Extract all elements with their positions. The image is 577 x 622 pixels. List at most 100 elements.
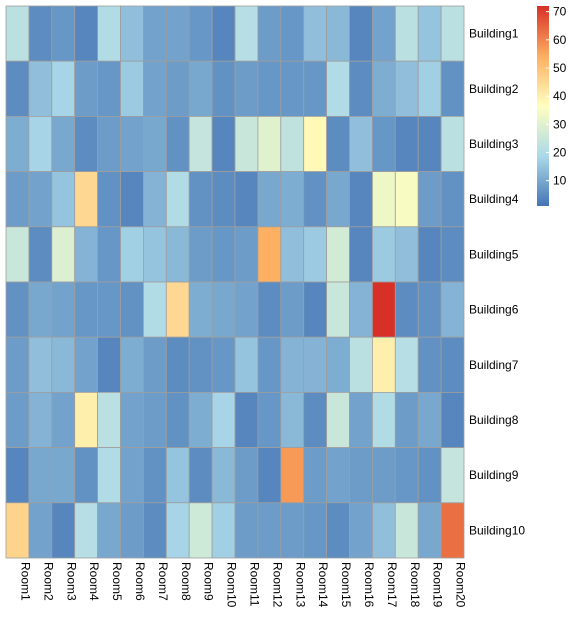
heatmap-cell [394,447,419,504]
heatmap-cell [326,336,350,393]
heatmap-cell [371,116,396,173]
heatmap-cell [394,171,419,228]
heatmap-cell [120,171,144,228]
heatmap-cell [97,5,121,62]
heatmap-cell [74,447,98,504]
heatmap-cell [97,60,121,117]
heatmap-cell [51,226,76,283]
heatmap-cell [371,391,396,448]
heatmap-cell [28,171,53,228]
heatmap-cell [417,5,442,62]
heatmap-cell [234,60,259,117]
heatmap-cell [417,171,442,228]
heatmap-cell [5,391,30,448]
heatmap-cell [257,60,282,117]
heatmap-cell [188,5,213,62]
heatmap-cell [257,116,282,173]
row-label: Building9 [469,468,519,482]
heatmap-cell [257,336,282,393]
heatmap-cell [97,281,121,338]
heatmap-cell [417,502,442,559]
heatmap-cell [234,502,259,559]
heatmap-cell [211,60,236,117]
heatmap-cell [371,502,396,559]
heatmap-cell [165,336,190,393]
heatmap-cell [120,60,144,117]
heatmap-cell [74,281,98,338]
heatmap-cell [51,5,76,62]
heatmap-cell [371,447,396,504]
heatmap-cell [165,447,190,504]
heatmap-cell [142,171,167,228]
heatmap-cell [74,226,98,283]
heatmap-cell [97,391,121,448]
heatmap-cell [280,281,305,338]
legend-ticks: 10 20 30 40 50 60 70 [546,5,567,188]
heatmap-cell [51,447,76,504]
heatmap-cell [74,391,98,448]
heatmap-cell [211,116,236,173]
color-legend: 10 20 30 40 50 60 70 [537,5,567,206]
heatmap-cell [303,116,328,173]
column-labels: Room1 Room2 Room3 Room4 Room5 Room6 Room7 Room8… [18,562,467,608]
row-label: Building7 [469,358,519,372]
heatmap-cell [188,60,213,117]
column-label: Room1 [18,562,32,601]
heatmap-cell [417,116,442,173]
heatmap-cell [280,5,305,62]
heatmap-cell [371,281,396,338]
heatmap-cell [74,60,98,117]
heatmap-cell [303,226,328,283]
heatmap-cell [326,60,350,117]
row-label: Building10 [469,523,525,537]
heatmap-cell [5,447,30,504]
heatmap-cell [394,5,419,62]
heatmap-cell [234,447,259,504]
heatmap-cell [234,5,259,62]
heatmap-cell [326,171,350,228]
heatmap-cell [120,226,144,283]
heatmap-cell [257,5,282,62]
heatmap-cell [188,171,213,228]
heatmap-cell [211,336,236,393]
heatmap-cell [280,391,305,448]
heatmap-cell [371,5,396,62]
heatmap-cell [211,391,236,448]
heatmap-cell [28,502,53,559]
heatmap-cell [326,226,350,283]
heatmap-cell [440,5,465,62]
heatmap-cell [326,116,350,173]
heatmap-cell [120,447,144,504]
heatmap-cell [165,116,190,173]
legend-color-bar [537,6,549,206]
heatmap-cell [394,116,419,173]
heatmap-cell [51,171,76,228]
heatmap-cell [417,336,442,393]
legend-tick-label: 60 [553,33,567,47]
heatmap-cell [142,336,167,393]
heatmap-cell [303,171,328,228]
heatmap-cell [97,171,121,228]
heatmap-cell [440,281,465,338]
heatmap-cell [5,60,30,117]
heatmap-cell [280,116,305,173]
heatmap-cell [120,5,144,62]
heatmap-cell [74,171,98,228]
heatmap-cell [257,502,282,559]
heatmap-cell [28,281,53,338]
heatmap-cell [74,336,98,393]
heatmap-cell [280,502,305,559]
heatmap-cell [326,281,350,338]
heatmap-cell [142,226,167,283]
heatmap-cell [371,336,396,393]
heatmap-cell [142,5,167,62]
heatmap-cell [97,502,121,559]
column-label: Room5 [110,562,124,601]
heatmap-cell [394,336,419,393]
column-label: Room19 [431,562,445,608]
column-label: Room4 [87,562,101,601]
heatmap-cell [28,60,53,117]
heatmap-cell [349,447,373,504]
heatmap-cell [440,116,465,173]
heatmap-cell [234,391,259,448]
